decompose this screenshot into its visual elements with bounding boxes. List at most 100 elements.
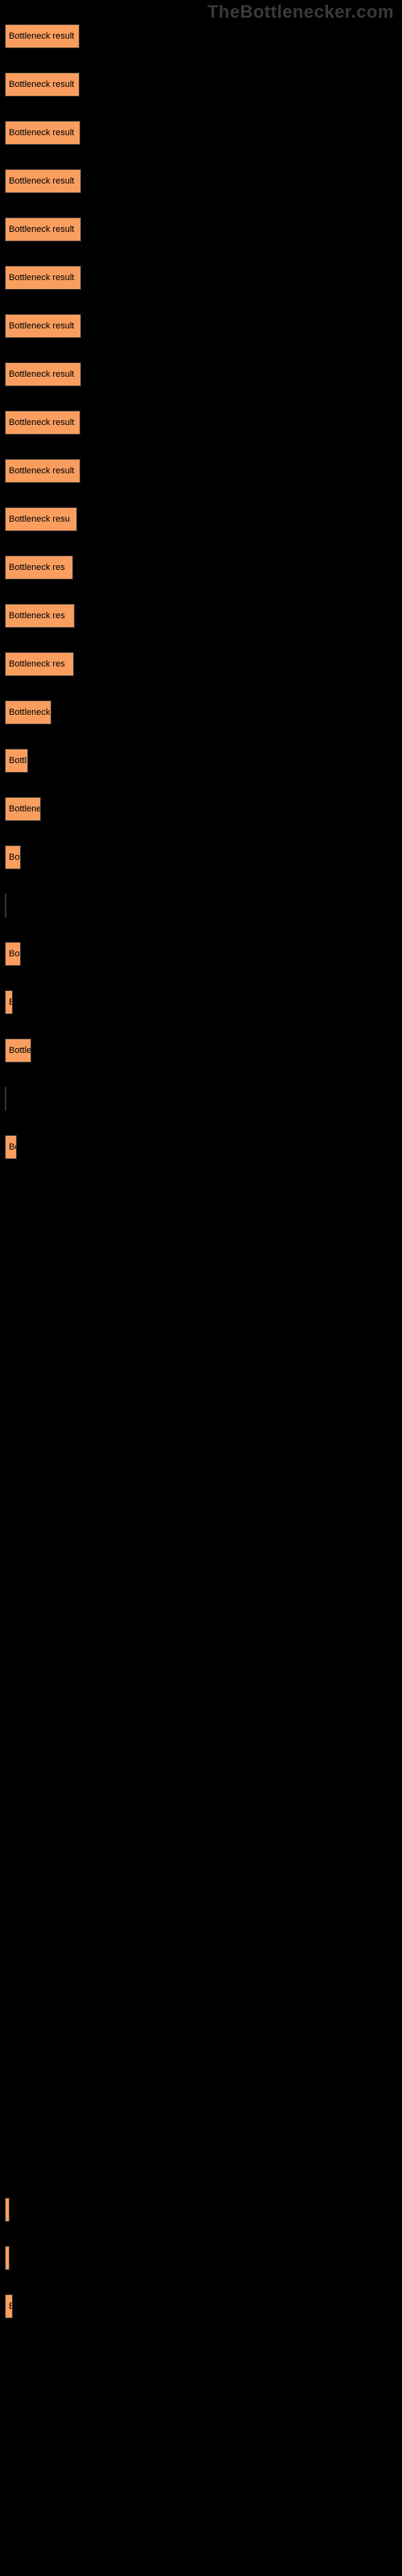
bar-row xyxy=(5,1763,402,1787)
bar-row xyxy=(5,1618,402,1642)
bar-row: Bottleneck result xyxy=(5,459,402,483)
bar-label: Bottleneck result xyxy=(9,128,74,138)
bar-row xyxy=(5,2439,402,2463)
bar-row: Bottleneck result xyxy=(5,217,402,242)
bar-row xyxy=(5,1666,402,1690)
bar: Bottleneck res xyxy=(5,555,73,580)
bar: Bottleneck res xyxy=(5,604,75,628)
bar-label: Bottle xyxy=(9,1046,31,1055)
bar-row: Bot xyxy=(5,845,402,869)
bar-row: Bottleneck res xyxy=(5,555,402,580)
bar-row: Bottle xyxy=(5,1038,402,1063)
bar-row xyxy=(5,2246,402,2270)
bar-label: B xyxy=(9,997,13,1007)
bar-label: Bottleneck result xyxy=(9,466,74,476)
bar-row xyxy=(5,2053,402,2077)
bar-row xyxy=(5,2149,402,2174)
bar-label: Bottleneck res xyxy=(9,563,65,572)
bar xyxy=(5,2198,10,2222)
bar-label: Bottleneck xyxy=(9,708,50,717)
bar-label: Bo xyxy=(9,1142,17,1152)
bar-label: Bottleneck result xyxy=(9,80,74,89)
bar-row: Bo xyxy=(5,1135,402,1159)
bar: Bottleneck resu xyxy=(5,507,77,531)
bar-row xyxy=(5,894,402,918)
bar-row xyxy=(5,1908,402,1932)
bar: Bottleneck result xyxy=(5,72,80,97)
bar: Bottleneck result xyxy=(5,459,80,483)
bar-row: B xyxy=(5,990,402,1014)
bar-row: Bottleneck result xyxy=(5,72,402,97)
bar: B xyxy=(5,990,13,1014)
bar-row xyxy=(5,1521,402,1546)
bar-row xyxy=(5,1473,402,1497)
bar-label: Bottleneck res xyxy=(9,659,65,669)
bar-row xyxy=(5,2004,402,2029)
bar: Bottlene xyxy=(5,797,41,821)
bar-chart: Bottleneck result Bottleneck result Bottle… xyxy=(0,0,402,2512)
bar-row: Bottleneck result xyxy=(5,266,402,290)
bar-label: Bottl xyxy=(9,756,27,766)
bar-row xyxy=(5,1087,402,1111)
bar-row: Bottl xyxy=(5,749,402,773)
bar-row xyxy=(5,2487,402,2512)
bar-row xyxy=(5,1425,402,1449)
bar-row xyxy=(5,1715,402,1739)
bar-label: Bottleneck result xyxy=(9,369,74,379)
bar: Bottleneck result xyxy=(5,24,80,48)
bar-row xyxy=(5,2391,402,2415)
bar: Bottleneck res xyxy=(5,652,74,676)
bar-row: B xyxy=(5,2294,402,2318)
bar-label: Bottleneck result xyxy=(9,273,74,283)
bar-label: Bottleneck result xyxy=(9,176,74,186)
bar-row: Bottleneck result xyxy=(5,24,402,48)
bar-label: Bottleneck resu xyxy=(9,514,70,524)
bar-row: Bottleneck res xyxy=(5,604,402,628)
bar-label: Bottleneck result xyxy=(9,225,74,234)
bar-row: Bottleneck xyxy=(5,700,402,724)
bar: Bottleneck result xyxy=(5,362,81,386)
bar: Bottleneck result xyxy=(5,411,80,435)
bar: Bottleneck result xyxy=(5,314,81,338)
bar-row xyxy=(5,1956,402,1980)
bar-row: Bottleneck result xyxy=(5,169,402,193)
bar-row: Bottleneck res xyxy=(5,652,402,676)
bar-row: Bottleneck resu xyxy=(5,507,402,531)
watermark-text: TheBottlenecker.com xyxy=(207,2,394,23)
bar-row: Bot xyxy=(5,942,402,966)
bar: Bot xyxy=(5,845,21,869)
bar-label: Bottleneck result xyxy=(9,31,74,41)
bar-label: Bot xyxy=(9,949,21,959)
bar-row xyxy=(5,2343,402,2367)
bar-row xyxy=(5,1570,402,1594)
bar-row xyxy=(5,1232,402,1256)
bar-row: Bottlene xyxy=(5,797,402,821)
bar: Bottleneck result xyxy=(5,121,80,145)
bar-label: Bottlene xyxy=(9,804,41,814)
bar: Bottleneck result xyxy=(5,217,81,242)
bar-row xyxy=(5,1183,402,1208)
bar xyxy=(5,1087,6,1111)
bar-row: Bottleneck result xyxy=(5,362,402,386)
bar-row: Bottleneck result xyxy=(5,121,402,145)
bar: Bot xyxy=(5,942,21,966)
bar-row xyxy=(5,1280,402,1304)
bar-row: Bottleneck result xyxy=(5,411,402,435)
bar: Bottleneck xyxy=(5,700,51,724)
bar: Bo xyxy=(5,1135,17,1159)
bar-label: Bot xyxy=(9,852,21,862)
bar: B xyxy=(5,2294,13,2318)
bar-label: B xyxy=(9,2301,13,2311)
bar-row xyxy=(5,1811,402,1835)
bar-label: Bottleneck res xyxy=(9,611,65,621)
bar: Bottleneck result xyxy=(5,169,81,193)
bar-row xyxy=(5,2101,402,2125)
bar xyxy=(5,2246,10,2270)
bar-row xyxy=(5,2198,402,2222)
bar-row xyxy=(5,1860,402,1884)
bar-row xyxy=(5,1328,402,1352)
bar: Bottle xyxy=(5,1038,31,1063)
bar-row: Bottleneck result xyxy=(5,314,402,338)
bar: Bottl xyxy=(5,749,28,773)
bar-row xyxy=(5,1377,402,1401)
